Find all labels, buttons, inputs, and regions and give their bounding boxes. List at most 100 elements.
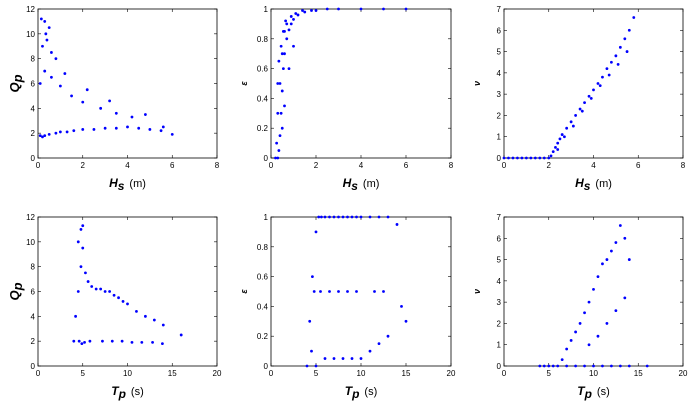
y-tick-label: 7 — [497, 213, 502, 222]
plot-area — [270, 8, 452, 159]
data-point — [276, 82, 280, 85]
data-point — [610, 60, 613, 64]
data-point — [47, 26, 51, 30]
data-point — [623, 37, 627, 41]
data-point — [328, 215, 331, 219]
data-point — [86, 280, 90, 283]
data-point — [99, 287, 103, 291]
data-point — [41, 44, 44, 48]
data-point — [565, 347, 569, 351]
y-axis-label: ν — [472, 289, 482, 294]
x-tick-label: 20 — [213, 369, 222, 378]
data-point — [601, 262, 604, 266]
x-tick-label: 15 — [402, 369, 411, 378]
x-tick-label: 15 — [634, 369, 643, 378]
data-point — [565, 126, 569, 130]
x-tick-label: 8 — [449, 161, 454, 170]
data-point — [70, 94, 73, 98]
y-tick-label: 3 — [497, 90, 502, 99]
data-point — [587, 94, 591, 98]
data-point — [382, 290, 385, 293]
data-point — [94, 287, 98, 291]
y-tick-label: 0.2 — [257, 124, 269, 133]
data-point — [574, 364, 577, 368]
data-point — [54, 131, 58, 135]
data-point — [280, 89, 284, 93]
data-point — [386, 334, 390, 338]
data-point — [346, 290, 349, 293]
data-point — [144, 314, 147, 318]
x-tick-label: 0 — [36, 161, 41, 170]
y-tick-label: 1 — [264, 5, 269, 14]
data-point — [292, 18, 295, 21]
data-point — [314, 364, 318, 368]
data-point — [520, 156, 524, 160]
data-point — [565, 364, 569, 368]
data-point — [583, 101, 586, 105]
data-point — [289, 22, 293, 26]
data-point — [284, 19, 288, 23]
data-point — [618, 224, 622, 227]
x-tick-label: 4 — [125, 161, 130, 170]
data-point — [627, 364, 631, 368]
data-point — [614, 309, 618, 313]
data-point — [58, 84, 62, 88]
data-point — [148, 128, 152, 131]
data-point — [368, 215, 372, 219]
y-tick-label: 1 — [497, 133, 502, 142]
data-point — [275, 141, 279, 145]
x-tick-label: 0 — [502, 369, 507, 378]
data-point — [101, 339, 104, 343]
data-point — [44, 32, 48, 36]
data-point — [79, 265, 83, 269]
data-point — [574, 330, 577, 334]
data-point — [277, 149, 281, 152]
data-point — [77, 339, 81, 343]
data-point — [592, 364, 595, 368]
data-point — [283, 52, 286, 56]
data-point — [551, 364, 555, 368]
data-point — [323, 357, 327, 360]
data-point — [81, 128, 85, 131]
data-point — [587, 300, 591, 304]
y-axis-label: Qp — [7, 282, 25, 300]
data-point — [328, 290, 331, 293]
data-point — [314, 230, 318, 234]
data-point — [50, 51, 53, 54]
data-point — [161, 323, 165, 327]
data-point — [502, 156, 506, 160]
data-point — [538, 156, 542, 160]
data-point — [50, 75, 53, 79]
subplot-hs-qp: 0 2 4 6 8 0 2 4 6 8 10 12 Hs (m) Qp — [7, 5, 220, 193]
data-point — [610, 249, 613, 253]
data-point — [400, 305, 403, 308]
data-point — [395, 223, 399, 226]
subplot-tp-qp: 0 5 10 15 20 0 2 4 6 8 10 12 Tp (s) Qp — [7, 213, 222, 401]
y-tick-label: 5 — [497, 48, 502, 57]
data-point — [108, 99, 111, 103]
data-point — [386, 215, 390, 219]
data-point — [625, 50, 629, 53]
data-point — [285, 37, 289, 41]
data-point — [605, 67, 609, 70]
data-point — [83, 341, 86, 344]
data-point — [279, 111, 283, 115]
data-point — [592, 287, 595, 291]
data-point — [305, 364, 309, 368]
y-tick-label: 2 — [497, 319, 502, 328]
data-point — [551, 150, 555, 154]
data-point — [38, 134, 42, 138]
data-point — [538, 364, 542, 368]
y-tick-label: 10 — [26, 238, 35, 247]
data-point — [88, 339, 92, 343]
data-point — [556, 141, 560, 145]
data-point — [623, 296, 627, 300]
x-tick-label: 20 — [447, 369, 456, 378]
data-point — [569, 339, 573, 342]
data-point — [632, 16, 636, 19]
data-point — [281, 67, 285, 70]
data-point — [281, 29, 285, 33]
data-point — [159, 129, 163, 133]
y-tick-label: 12 — [26, 213, 35, 222]
